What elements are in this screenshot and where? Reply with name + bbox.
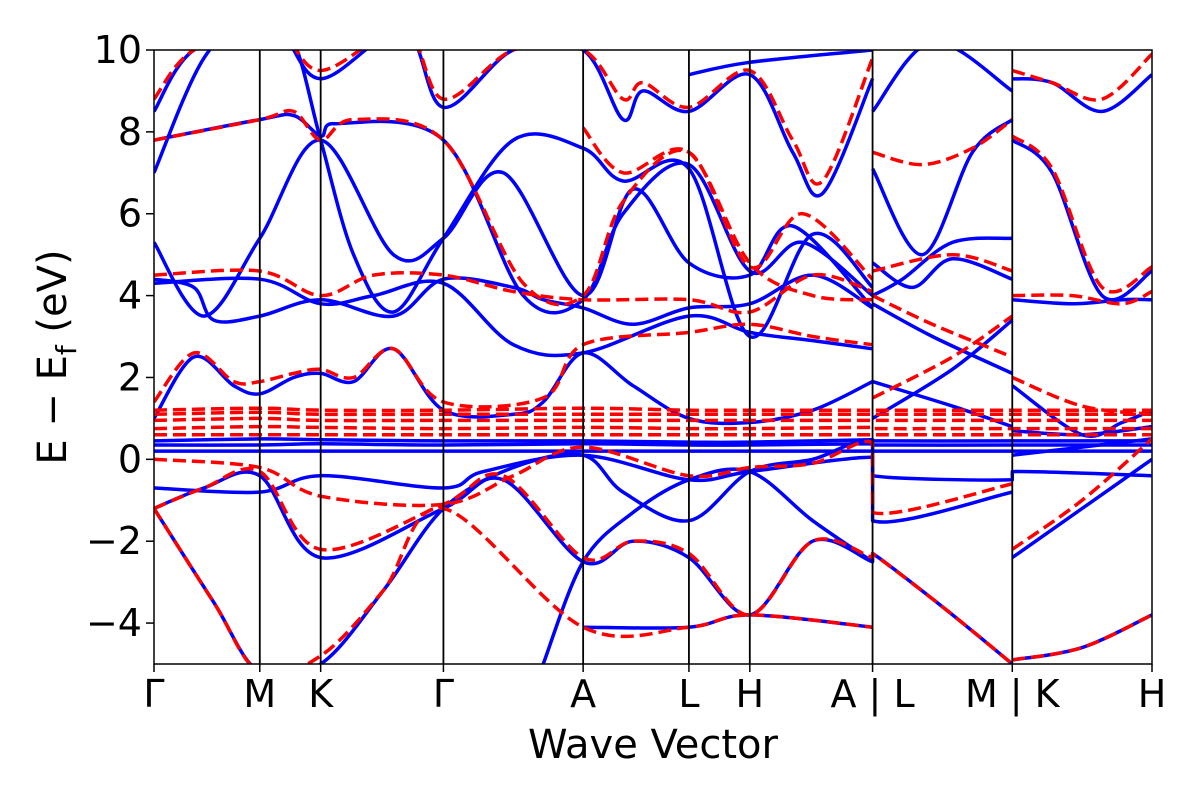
x-tick-label-2: K <box>308 672 334 716</box>
blue-solid-band-12 <box>154 138 874 318</box>
blue-solid-band-7 <box>1012 613 1152 662</box>
blue-solid-band-16 <box>688 50 873 77</box>
y-tick-label-5: 6 <box>118 192 142 236</box>
x-axis-title: Wave Vector <box>528 722 779 768</box>
blue-solid-band-14 <box>154 50 874 339</box>
red-dashed-band-17 <box>872 252 1013 273</box>
x-tick-label-7: A | L <box>830 672 914 717</box>
band-lines <box>154 50 1152 664</box>
blue-solid-band-17 <box>871 318 1014 420</box>
red-dashed-band-9 <box>154 322 873 409</box>
y-tick-label-7: 10 <box>94 28 142 72</box>
blue-solid-band-27 <box>1012 73 1152 114</box>
plot-frame <box>153 49 1153 665</box>
blue-solid-band-23 <box>871 50 1014 113</box>
red-dashed-band-2 <box>154 416 1152 423</box>
blue-solid-band-10 <box>154 273 874 327</box>
blue-solid-band-22 <box>871 118 1014 257</box>
x-tick-label-1: M <box>243 672 276 716</box>
blue-solid-band-13 <box>154 112 874 315</box>
x-tick-label-6: H <box>736 672 765 716</box>
y-axis-title: E − Ef (eV) <box>30 249 83 464</box>
red-dashed-band-16 <box>872 118 1014 167</box>
red-dashed-band-8 <box>1012 613 1152 662</box>
y-axis-title-main: E − E <box>30 355 76 465</box>
red-dashed-band-20 <box>1011 134 1152 294</box>
red-dashed-band-7 <box>154 506 873 664</box>
x-tick-label-5: L <box>678 672 699 716</box>
blue-solid-band-11 <box>154 276 873 358</box>
x-tick-label-9: H <box>1138 672 1167 716</box>
blue-solid-band-20 <box>871 257 1013 290</box>
x-tick-label-3: Γ <box>433 672 454 716</box>
red-dashed-band-12 <box>154 50 875 186</box>
y-tick-label-6: 8 <box>118 110 142 154</box>
y-tick-label-4: 4 <box>118 274 142 318</box>
red-dashed-band-18 <box>1012 289 1152 306</box>
red-dashed-band-11 <box>154 108 874 307</box>
y-tick-label-2: 0 <box>118 437 142 481</box>
red-dashed-band-1 <box>154 424 1152 431</box>
blue-solid-band-21 <box>871 236 1013 298</box>
red-dashed-band-22 <box>1011 437 1152 551</box>
red-dashed-band-10 <box>154 268 874 315</box>
red-dashed-band-14 <box>871 314 1014 400</box>
x-tick-label-4: A <box>570 672 596 716</box>
red-dashed-band-3 <box>154 410 1152 417</box>
red-dashed-band-21 <box>1011 52 1152 102</box>
blue-solid-band-29 <box>1012 437 1152 457</box>
blue-solid-band-8 <box>541 467 874 664</box>
y-tick-label-3: 2 <box>118 355 142 399</box>
blue-solid-band-28 <box>1011 457 1152 560</box>
blue-solid-band-3 <box>154 453 1152 495</box>
red-dashed-band-4 <box>154 406 1152 413</box>
y-axis-title-unit: (eV) <box>30 249 76 345</box>
y-tick-label-1: −2 <box>86 519 142 563</box>
y-tick-label-0: −4 <box>86 601 142 645</box>
x-tick-label-8: M | K <box>965 672 1061 717</box>
blue-solid-band-26 <box>1011 138 1152 302</box>
blue-solid-band-2 <box>154 437 1152 445</box>
blue-solid-band-30 <box>1012 424 1152 437</box>
y-axis-ticks: −4 −2 0 2 4 6 8 10 <box>86 28 154 645</box>
y-axis-title-sub: f <box>50 344 83 355</box>
x-tick-label-0: Γ <box>143 672 164 716</box>
high-symmetry-lines <box>258 50 1014 664</box>
blue-solid-band-15 <box>154 50 875 198</box>
blue-solid-band-19 <box>871 302 1014 375</box>
blue-solid-band-1 <box>154 442 1152 447</box>
red-dashed-band-15 <box>871 294 1013 359</box>
red-dashed-band-13 <box>581 126 873 302</box>
